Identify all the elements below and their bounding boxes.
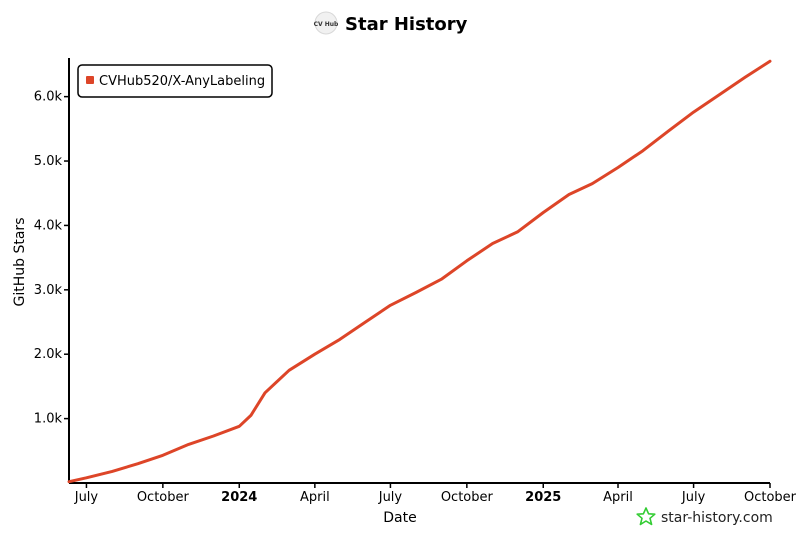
- series-layer: [67, 59, 772, 484]
- y-ticks: 1.0k 2.0k 3.0k 4.0k 5.0k 6.0k: [34, 90, 69, 427]
- x-tick-label: 2025: [525, 490, 561, 505]
- y-tick-label: 5.0k: [34, 154, 63, 169]
- y-tick-label: 2.0k: [34, 347, 63, 362]
- x-tick-label: July: [378, 490, 403, 505]
- x-tick-label: 2024: [221, 490, 257, 505]
- star-icon: [636, 507, 656, 526]
- y-tick-label: 6.0k: [34, 90, 63, 105]
- x-tick-label: October: [441, 490, 494, 505]
- x-tick-label: July: [681, 490, 706, 505]
- watermark: star-history.com: [636, 507, 773, 526]
- legend-box: [77, 64, 273, 98]
- series-line: [67, 59, 772, 484]
- y-tick-label: 4.0k: [34, 218, 63, 233]
- x-tick-label: July: [74, 490, 99, 505]
- x-ticks: July October 2024 April July October 2025 April…: [74, 483, 797, 505]
- legend-label: CVHub520/X-AnyLabeling: [99, 74, 265, 89]
- y-tick-label: 1.0k: [34, 412, 63, 427]
- y-axis-title: GitHub Stars: [12, 218, 28, 307]
- chart-header: CV Hub Star History: [314, 11, 468, 35]
- axes: [68, 58, 770, 484]
- y-tick-label: 3.0k: [34, 283, 63, 298]
- x-axis-title: Date: [383, 510, 416, 526]
- x-tick-label: April: [603, 490, 633, 505]
- x-tick-label: October: [137, 490, 190, 505]
- chart-title: Star History: [345, 14, 468, 35]
- cvhub-logo: CV Hub: [314, 11, 339, 35]
- legend: CVHub520/X-AnyLabeling: [77, 64, 273, 98]
- watermark-text: star-history.com: [661, 510, 773, 526]
- x-tick-label: April: [300, 490, 330, 505]
- x-tick-label: October: [744, 490, 797, 505]
- cvhub-logo-text: CV Hub: [314, 21, 339, 28]
- legend-swatch: [86, 76, 94, 84]
